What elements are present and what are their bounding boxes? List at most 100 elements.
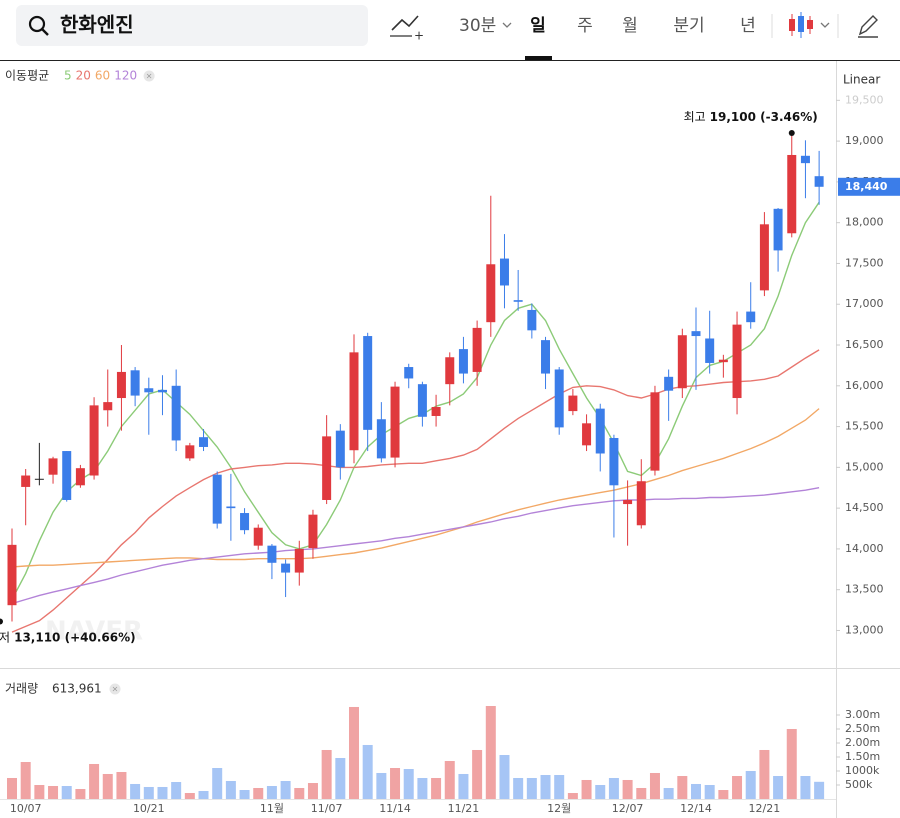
ma-legend-item: 60 <box>95 69 110 83</box>
x-tick-label: 12월 <box>547 802 571 815</box>
volume-bar <box>431 777 442 799</box>
volume-bar <box>20 762 31 799</box>
watermark: NAVER <box>45 617 143 647</box>
annotation: 최저 13,110 (+40.66%) <box>0 630 136 644</box>
ma-legend-item: 5 <box>64 69 72 83</box>
annotation-dot <box>788 129 795 136</box>
y-tick-label: 15,500 <box>845 420 884 433</box>
volume-bar <box>376 772 387 799</box>
volume-bar <box>171 782 182 799</box>
candle-body <box>130 370 140 396</box>
candle-body <box>623 499 633 505</box>
candle-body <box>513 300 523 302</box>
volume-bar <box>335 758 346 799</box>
y-tick-label: 13,500 <box>845 583 884 596</box>
tab[interactable]: 분기 <box>673 16 704 36</box>
candle-body <box>417 384 427 417</box>
candle-body <box>48 458 58 475</box>
candle-body <box>732 324 742 399</box>
volume-bar <box>403 769 414 799</box>
y-tick-label: 17,500 <box>845 256 884 269</box>
x-tick-label: 11/07 <box>311 802 343 815</box>
volume-bar <box>622 779 633 799</box>
scale-button[interactable] <box>840 68 896 92</box>
candle-body <box>582 423 592 446</box>
volume-bar <box>800 776 811 799</box>
annotation: 최고 19,100 (-3.46%) <box>684 109 818 123</box>
x-tick-label: 10/07 <box>10 802 42 815</box>
candle-body <box>486 264 496 323</box>
volume-bar <box>458 773 469 799</box>
last-price-label: 18,440 <box>845 180 888 193</box>
x-tick-label: 11/21 <box>448 802 480 815</box>
price-pane <box>7 132 824 633</box>
tab[interactable]: 30분 <box>459 16 496 36</box>
volume-bar <box>691 783 701 799</box>
candle-body <box>116 371 126 399</box>
candle-body <box>527 309 537 331</box>
candle-body <box>759 224 769 291</box>
candle-body <box>472 327 482 372</box>
volume-bar <box>649 772 660 799</box>
volume-bar <box>677 776 688 799</box>
candle-body <box>636 481 646 526</box>
y-tick-label: 17,000 <box>845 297 884 310</box>
volume-bar <box>225 780 236 799</box>
candle-body <box>212 474 222 524</box>
y-tick-label: 19,500 <box>845 93 884 106</box>
ma-legend-item: 120 <box>114 69 137 83</box>
x-tick-label: 12/07 <box>612 802 644 815</box>
annotation-text: 13,110 (+40.66%) <box>14 630 136 644</box>
volume-close-x: × <box>112 685 119 694</box>
volume-bar <box>485 705 496 799</box>
volume-bar <box>526 777 537 799</box>
volume-bar <box>34 784 45 799</box>
icon-body <box>807 20 813 29</box>
candle-body <box>281 563 291 573</box>
tab-selected[interactable]: 일 <box>530 16 546 36</box>
volume-bar <box>184 793 195 799</box>
ma-legend-close[interactable] <box>143 70 155 82</box>
candle-body <box>253 527 263 546</box>
volume-bar <box>157 786 168 799</box>
candle-body <box>267 545 277 563</box>
candle-body <box>34 478 44 480</box>
ma-line <box>11 408 820 568</box>
search-text[interactable]: 한화엔진 <box>60 13 134 37</box>
volume-tick-label: 2.00m <box>845 736 880 749</box>
volume-bar <box>239 790 250 799</box>
volume-bar <box>718 790 729 799</box>
candle-body <box>445 357 455 385</box>
candle-body <box>89 405 99 476</box>
volume-close[interactable] <box>109 683 121 695</box>
candle-body <box>773 208 783 251</box>
draw-icon[interactable] <box>858 15 878 38</box>
candle-body <box>390 386 400 458</box>
candle-body <box>677 335 687 389</box>
indicator-icon[interactable] <box>391 15 419 31</box>
volume-bar <box>362 744 373 799</box>
scale-label[interactable]: Linear <box>843 73 880 87</box>
volume-bar <box>814 781 825 799</box>
candle-body <box>595 408 605 454</box>
candle-body <box>349 352 359 451</box>
y-tick-label: 19,000 <box>845 134 884 147</box>
chart-type-icon[interactable] <box>789 12 813 38</box>
tab[interactable]: 월 <box>622 16 638 36</box>
volume-bar <box>636 787 647 799</box>
search-icon-handle <box>41 28 49 36</box>
volume-bar <box>253 787 264 799</box>
volume-tick-label: 2.50m <box>845 722 880 735</box>
volume-bar <box>595 784 606 799</box>
volume-bar <box>48 786 59 799</box>
ma-line <box>11 487 820 605</box>
search-box[interactable] <box>16 5 368 46</box>
volume-bar <box>294 787 305 799</box>
tab[interactable]: 주 <box>577 16 593 36</box>
candle-body <box>650 392 660 471</box>
candle-body <box>376 419 386 459</box>
volume-bar <box>280 780 291 799</box>
tab-chevron <box>502 22 512 28</box>
tab[interactable]: 년 <box>740 16 756 36</box>
x-tick-label: 11월 <box>260 802 284 815</box>
